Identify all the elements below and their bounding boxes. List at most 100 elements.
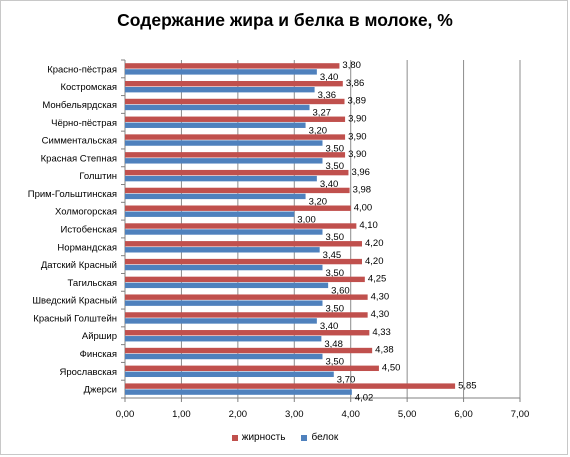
bar-fat xyxy=(125,80,343,87)
data-label-fat: 3,98 xyxy=(353,185,372,196)
data-label-fat: 4,00 xyxy=(354,202,373,213)
category-label: Красная Степная xyxy=(41,153,117,164)
bar-fat xyxy=(125,241,362,247)
bar-fat xyxy=(125,134,346,140)
bar-fat xyxy=(125,347,373,354)
legend-item-fat: жирность xyxy=(231,432,286,443)
data-label-fat: 4,30 xyxy=(371,309,390,320)
data-label-protein: 3,40 xyxy=(320,72,339,83)
data-label-fat: 4,20 xyxy=(365,238,384,249)
category-label: Чёрно-пёстрая xyxy=(51,118,117,129)
data-label-fat: 3,80 xyxy=(342,60,361,71)
data-label-fat: 3,90 xyxy=(348,131,367,142)
category-label: Красно-пёстрая xyxy=(47,64,117,75)
data-label-protein: 3,70 xyxy=(337,375,356,386)
bar-protein xyxy=(125,158,323,164)
data-label-protein: 3,40 xyxy=(320,179,339,190)
data-label-protein: 3,50 xyxy=(326,161,345,172)
data-label-fat: 3,86 xyxy=(346,78,365,89)
data-label-protein: 3,50 xyxy=(326,357,345,368)
bar-fat xyxy=(125,383,456,389)
category-label: Датский Красный xyxy=(41,260,117,271)
x-tick-label: 7,00 xyxy=(511,409,530,420)
category-label: Шведский Красный xyxy=(32,296,117,307)
category-label: Монбельярдская xyxy=(42,100,117,111)
bar-fat xyxy=(125,187,350,194)
bar-protein xyxy=(125,229,323,235)
data-label-fat: 4,25 xyxy=(368,274,387,285)
data-label-fat: 3,96 xyxy=(351,167,370,178)
category-label: Финская xyxy=(80,349,117,360)
bar-fat xyxy=(125,116,346,122)
legend-swatch-protein xyxy=(301,434,308,441)
data-label-protein: 3,36 xyxy=(318,90,337,101)
category-label: Тагильская xyxy=(68,278,117,289)
bar-fat xyxy=(125,205,351,211)
data-label-fat: 4,50 xyxy=(382,363,401,374)
data-label-fat: 4,38 xyxy=(375,345,394,356)
category-label: Голштин xyxy=(79,171,117,182)
data-label-fat: 5,85 xyxy=(458,380,477,391)
bar-protein xyxy=(125,211,295,217)
category-label: Симментальская xyxy=(42,136,117,147)
data-label-protein: 3,27 xyxy=(313,108,332,119)
data-label-protein: 3,00 xyxy=(297,214,316,225)
bar-protein xyxy=(125,353,323,360)
category-label: Холмогорская xyxy=(55,207,117,218)
category-label: Костромская xyxy=(60,82,117,93)
bar-protein xyxy=(125,140,323,146)
data-label-protein: 3,45 xyxy=(323,250,342,261)
x-tick-label: 2,00 xyxy=(229,409,248,420)
bar-fat xyxy=(125,223,357,229)
category-label: Айршир xyxy=(82,331,117,342)
legend-label-protein: белок xyxy=(311,432,339,443)
data-label-protein: 3,40 xyxy=(320,321,339,332)
data-label-protein: 3,60 xyxy=(331,286,350,297)
bar-protein xyxy=(125,282,329,289)
data-label-protein: 3,50 xyxy=(326,232,345,243)
category-label: Истобенская xyxy=(60,225,117,236)
bar-protein xyxy=(125,175,317,182)
data-label-protein: 3,20 xyxy=(309,197,328,208)
x-tick-label: 3,00 xyxy=(285,409,304,420)
bar-protein xyxy=(125,86,315,93)
legend-label-fat: жирность xyxy=(241,432,286,443)
bar-protein xyxy=(125,122,306,128)
data-label-protein: 4,02 xyxy=(355,392,374,403)
bar-fat xyxy=(125,365,379,372)
data-label-protein: 3,50 xyxy=(326,268,345,279)
bar-fat xyxy=(125,312,368,318)
x-tick-label: 6,00 xyxy=(454,409,473,420)
bar-fat xyxy=(125,63,340,69)
data-label-fat: 3,90 xyxy=(348,113,367,124)
data-label-fat: 4,33 xyxy=(372,327,391,338)
chart-title: Содержание жира и белка в молоке, % xyxy=(117,10,453,30)
bar-protein xyxy=(125,336,322,342)
bar-fat xyxy=(125,330,370,336)
bar-protein xyxy=(125,318,317,324)
bar-protein xyxy=(125,104,310,111)
bar-fat xyxy=(125,294,368,300)
bar-fat xyxy=(125,276,365,283)
data-label-fat: 4,20 xyxy=(365,256,384,267)
data-label-protein: 3,50 xyxy=(326,143,345,154)
bar-fat xyxy=(125,98,345,105)
legend-item-protein: белок xyxy=(301,432,338,443)
data-label-protein: 3,48 xyxy=(324,339,343,350)
data-label-fat: 4,10 xyxy=(359,220,378,231)
chart-legend: жирность белок xyxy=(0,432,570,443)
bar-protein xyxy=(125,389,352,395)
category-label: Прим-Гольштинская xyxy=(28,189,117,200)
x-tick-label: 1,00 xyxy=(172,409,191,420)
data-label-protein: 3,20 xyxy=(309,125,328,136)
category-label: Нормандская xyxy=(57,242,117,253)
bar-fat xyxy=(125,169,349,176)
x-tick-label: 5,00 xyxy=(398,409,417,420)
data-label-fat: 3,89 xyxy=(348,96,367,107)
data-label-fat: 3,90 xyxy=(348,149,367,160)
category-label: Ярославская xyxy=(60,367,118,378)
bar-protein xyxy=(125,264,323,271)
category-label: Джерси xyxy=(84,385,117,396)
